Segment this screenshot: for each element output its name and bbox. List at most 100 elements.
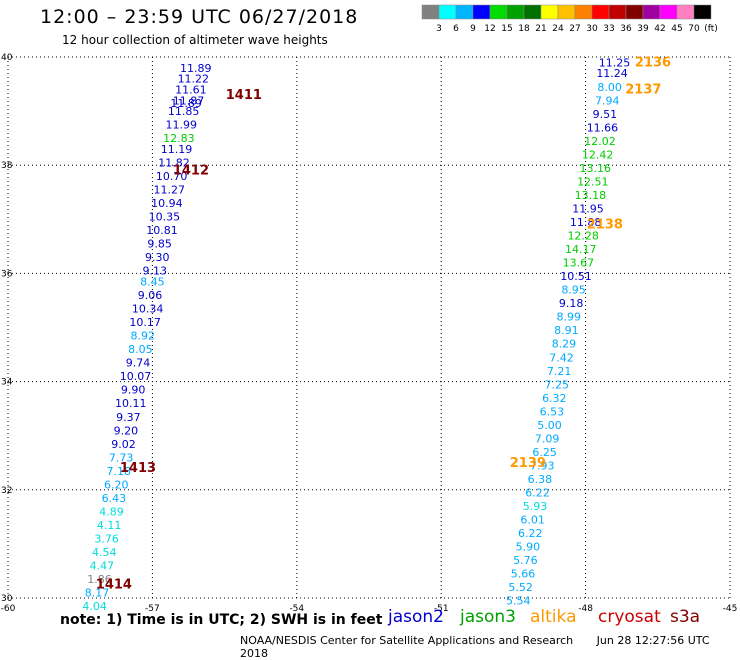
swh-value-label: 11.25 xyxy=(599,56,631,69)
y-tick-label: 32 xyxy=(1,486,12,496)
pass-number-label: 1411 xyxy=(226,88,262,103)
colorbar-label: 70 xyxy=(688,24,700,34)
colorbar-label: 21 xyxy=(535,24,546,34)
swh-value-label: 9.90 xyxy=(121,384,146,397)
swh-value-label: 9.02 xyxy=(111,438,136,451)
swh-value-label: 14.17 xyxy=(565,243,597,256)
colorbar-label: 42 xyxy=(654,24,665,34)
swh-value-label: 8.92 xyxy=(131,330,156,343)
swh-value-label: 11.66 xyxy=(587,121,619,134)
swh-value-label: 11.27 xyxy=(153,184,185,197)
swh-value-label: 5.90 xyxy=(516,541,541,554)
swh-value-label: 9.20 xyxy=(114,424,139,437)
swh-value-label: 10.94 xyxy=(151,197,183,210)
swh-value-label: 11.95 xyxy=(572,202,604,215)
pass-number-label: 2139 xyxy=(510,456,546,471)
swh-value-label: 11.99 xyxy=(166,119,198,132)
swh-value-label: 7.94 xyxy=(595,94,620,107)
swh-value-label: 6.25 xyxy=(532,446,557,459)
x-tick-label: -57 xyxy=(145,604,160,614)
swh-value-label: 13.18 xyxy=(575,189,607,202)
swh-value-label: 6.22 xyxy=(525,487,550,500)
swh-value-label: 12.28 xyxy=(567,230,599,243)
swh-value-label: 7.18 xyxy=(106,465,131,478)
pass-number-label: 2138 xyxy=(587,218,623,233)
swh-value-label: 11.82 xyxy=(158,156,190,169)
chart-title: 12:00 – 23:59 UTC 06/27/2018 xyxy=(40,6,359,28)
swh-value-label: 6.43 xyxy=(102,492,127,505)
swh-value-label: 13.67 xyxy=(563,257,595,270)
swh-value-label: 7.93 xyxy=(530,459,555,472)
colorbar-label: 12 xyxy=(484,24,495,34)
colorbar-label: 30 xyxy=(586,24,598,34)
swh-value-label: 10.81 xyxy=(146,224,178,237)
colorbar-label: 39 xyxy=(637,24,649,34)
colorbar-label: 33 xyxy=(603,24,614,34)
swh-value-label: 9.51 xyxy=(593,108,618,121)
pass-number-label: 2137 xyxy=(625,82,661,97)
swh-value-label: 8.17 xyxy=(85,587,110,600)
swh-value-label: 11.89 xyxy=(180,62,212,75)
swh-value-label: 9.37 xyxy=(116,411,141,424)
swh-value-label: 11.24 xyxy=(596,67,628,80)
swh-value-label: 10.34 xyxy=(132,303,164,316)
swh-value-label: 5.54 xyxy=(506,595,531,608)
swh-value-label: 12.02 xyxy=(584,135,616,148)
swh-value-label: 6.38 xyxy=(528,473,553,486)
swh-value-label: 9.13 xyxy=(143,265,168,278)
x-tick-label: -45 xyxy=(723,604,738,614)
swh-value-label: 4.89 xyxy=(99,505,124,518)
swh-value-label: 6.20 xyxy=(104,478,129,491)
swh-value-label: 8.91 xyxy=(554,324,579,337)
swh-value-label: 10.07 xyxy=(120,370,152,383)
swh-value-label: 11.87 xyxy=(173,94,205,107)
x-tick-label: -60 xyxy=(1,604,16,614)
swh-value-label: 10.11 xyxy=(115,397,147,410)
swh-value-label: 10.51 xyxy=(560,270,592,283)
swh-value-label: 11.61 xyxy=(175,83,207,96)
x-tick-label: -51 xyxy=(434,604,449,614)
colorbar-label: 15 xyxy=(501,24,512,34)
swh-value-label: 8.05 xyxy=(128,343,153,356)
colorbar-label: 24 xyxy=(552,24,564,34)
swh-value-label: 10.35 xyxy=(149,211,181,224)
pass-number-label: 1412 xyxy=(173,164,209,179)
y-tick-label: 34 xyxy=(1,378,13,388)
pass-number-label: 2136 xyxy=(635,55,671,70)
swh-value-label: 11.22 xyxy=(178,73,210,86)
swh-value-label: 1.86 xyxy=(87,573,112,586)
colorbar: 3 6 9 12 15 18 21 24 27 30 33 36 39 42 45 70 (ft) xyxy=(421,4,718,34)
colorbar-label: 36 xyxy=(620,24,632,34)
legend-cryosat: cryosat xyxy=(598,607,661,627)
legend-s3a: s3a xyxy=(670,607,701,627)
swh-value-label: 11.88 xyxy=(570,216,602,229)
swh-value-label: 6.22 xyxy=(518,527,543,540)
swh-value-label: 8.00 xyxy=(597,81,622,94)
swh-value-label: 11.89 xyxy=(170,97,202,110)
swh-value-label: 4.47 xyxy=(90,560,115,573)
swh-value-label: 8.45 xyxy=(140,276,165,289)
colorbar-label: 45 xyxy=(671,24,682,34)
swh-value-label: 9.74 xyxy=(126,357,151,370)
swh-value-label: 11.85 xyxy=(168,105,200,118)
swh-value-label: 12.42 xyxy=(582,148,614,161)
colorbar-label: 9 xyxy=(470,24,476,34)
colorbar-label: (ft) xyxy=(704,24,718,34)
swh-value-label: 13.16 xyxy=(579,162,611,175)
swh-value-label: 7.21 xyxy=(547,365,572,378)
y-tick-label: 30 xyxy=(1,594,13,604)
colorbar-label: 3 xyxy=(436,24,442,34)
swh-value-label: 12.51 xyxy=(577,175,609,188)
pass-number-label: 1413 xyxy=(120,461,156,476)
x-tick-label: -54 xyxy=(289,604,304,614)
pass-number-label: 1414 xyxy=(96,577,132,592)
swh-value-label: 10.70 xyxy=(156,170,188,183)
swh-value-label: 9.06 xyxy=(138,289,163,302)
colorbar-swatch xyxy=(693,4,712,20)
y-tick-label: 36 xyxy=(1,269,13,279)
swh-value-label: 7.42 xyxy=(549,351,574,364)
colorbar-label: 27 xyxy=(569,24,580,34)
footer-note: note: 1) Time is in UTC; 2) SWH is in fe… xyxy=(60,612,383,628)
swh-value-label: 11.19 xyxy=(161,143,193,156)
swh-value-label: 9.18 xyxy=(559,297,584,310)
